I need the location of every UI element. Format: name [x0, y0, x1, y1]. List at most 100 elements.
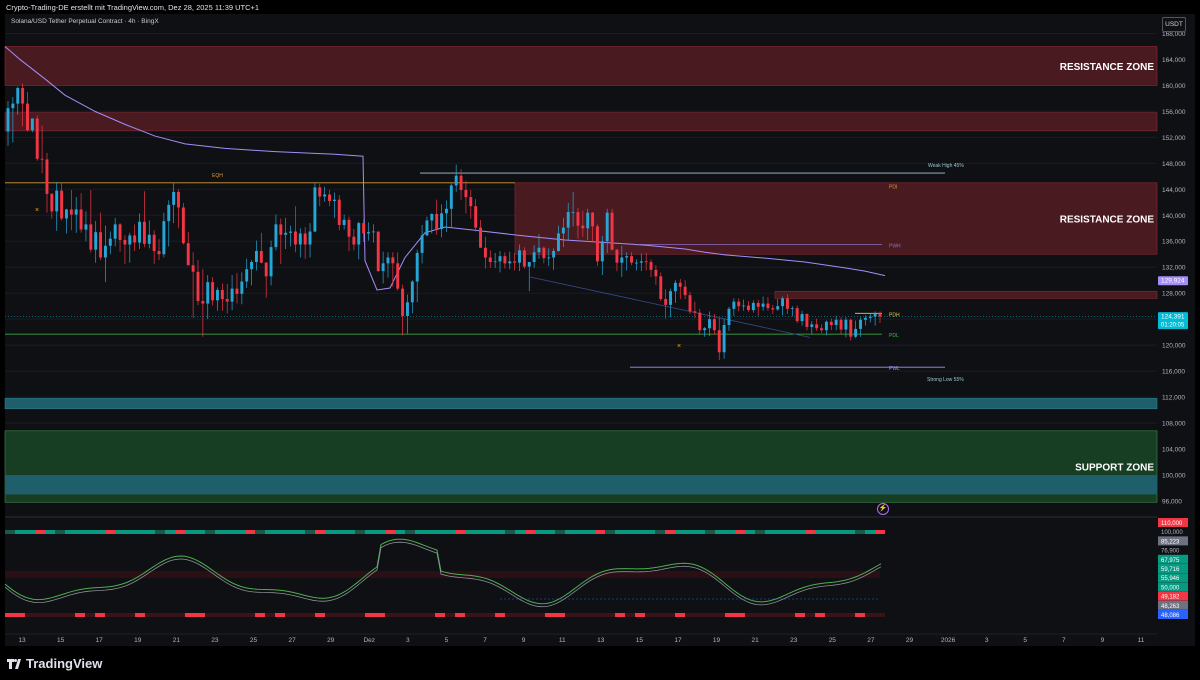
candle-body: [269, 247, 273, 277]
candle-body: [449, 185, 453, 209]
candle-body: [591, 212, 595, 227]
y-tick-label: 164,000: [1162, 57, 1186, 64]
candle-body: [615, 249, 619, 263]
heat-strip-bottom: [145, 613, 155, 617]
x-tick-label: 27: [867, 637, 875, 644]
heat-strip-top: [735, 530, 745, 534]
candle-body: [435, 213, 439, 229]
candle-body: [810, 324, 814, 327]
heat-strip-bottom: [725, 613, 735, 617]
candle-body: [469, 197, 473, 207]
level-label: EQH: [212, 173, 223, 179]
candle-body: [152, 234, 156, 251]
heat-strip-top: [845, 530, 855, 534]
candle-body: [644, 261, 648, 263]
heat-strip-bottom: [105, 613, 115, 617]
heat-strip-top: [795, 530, 805, 534]
candle-body: [318, 187, 322, 197]
candle-body: [157, 250, 161, 255]
candle-body: [396, 263, 400, 289]
heat-strip-top: [355, 530, 365, 534]
candle-body: [873, 313, 877, 317]
candle-body: [410, 281, 414, 303]
candle-body: [800, 313, 804, 322]
heat-strip-top: [575, 530, 585, 534]
candle-body: [99, 232, 103, 258]
candle-body: [547, 257, 551, 259]
heat-strip-bottom: [485, 613, 495, 617]
level-label: Weak High 45%: [928, 163, 964, 169]
heat-strip-bottom: [595, 613, 605, 617]
y-tick-label: 156,000: [1162, 109, 1186, 116]
heat-strip-bottom: [825, 613, 835, 617]
candle-body: [308, 231, 312, 245]
heat-strip-bottom: [655, 613, 665, 617]
heat-strip-top: [275, 530, 285, 534]
heat-strip-top: [55, 530, 65, 534]
heat-strip-top: [535, 530, 545, 534]
candle-body: [527, 262, 531, 267]
candle-body: [712, 319, 716, 331]
heat-strip-bottom: [475, 613, 485, 617]
heat-strip-bottom: [85, 613, 95, 617]
candle-body: [328, 194, 331, 201]
heat-strip-top: [785, 530, 795, 534]
heat-strip-top: [155, 530, 165, 534]
heat-strip-bottom: [365, 613, 375, 617]
x-tick-label: 27: [288, 637, 296, 644]
candle-body: [21, 88, 25, 104]
candle-body: [513, 261, 517, 263]
heat-strip-bottom: [395, 613, 405, 617]
heat-strip-top: [465, 530, 475, 534]
candle-body: [727, 308, 731, 326]
x-tick-label: 13: [597, 637, 605, 644]
osc-tick-label: 59,716: [1161, 567, 1180, 573]
candle-body: [678, 282, 682, 287]
candle-body: [781, 298, 785, 307]
heat-strip-bottom: [805, 613, 815, 617]
heat-strip-bottom: [95, 613, 105, 617]
heat-strip-top: [145, 530, 155, 534]
heat-strip-bottom: [605, 613, 615, 617]
heat-strip-top: [835, 530, 845, 534]
candle-body: [172, 191, 176, 205]
heat-strip-top: [345, 530, 355, 534]
heat-strip-bottom: [375, 613, 385, 617]
x-axis: 13 15 17 19 21 23 25 27 29 Dez 3 5 7 9 11 13 15 17 19 21 23 2…: [5, 633, 1157, 644]
level-label: PDL: [889, 333, 899, 339]
candle-body: [211, 282, 215, 301]
heat-strip-top: [135, 530, 145, 534]
x-tick-label: 21: [173, 637, 181, 644]
tradingview-icon: [7, 658, 21, 669]
candle-body: [698, 312, 702, 331]
heat-strip-bottom: [705, 613, 715, 617]
candle-body: [683, 286, 687, 296]
candle-body: [498, 256, 502, 262]
heat-strip-top: [455, 530, 465, 534]
heat-strip-top: [865, 530, 875, 534]
heat-strip-bottom: [255, 613, 265, 617]
candle-body: [488, 257, 492, 263]
lightning-icon[interactable]: ⚡: [877, 503, 889, 515]
candle-body: [732, 301, 736, 309]
heat-strip-top: [115, 530, 125, 534]
candle-body: [94, 232, 98, 250]
candle-body: [771, 308, 775, 310]
brand-name: TradingView: [26, 656, 103, 671]
heat-strip-bottom: [315, 613, 325, 617]
heat-strip-top: [265, 530, 275, 534]
candle-body: [89, 224, 93, 250]
heat-strip-bottom: [205, 613, 215, 617]
heat-strip-top: [165, 530, 175, 534]
x-tick-label: Dez: [363, 637, 375, 644]
heat-strip-top: [235, 530, 245, 534]
heat-strip-top: [545, 530, 555, 534]
candle-body: [177, 191, 180, 208]
currency-button[interactable]: USDT: [1162, 17, 1186, 32]
candle-body: [259, 250, 263, 263]
heat-strip-top: [525, 530, 535, 534]
candle-body: [508, 261, 512, 264]
heat-strip-bottom: [185, 613, 195, 617]
heat-strip-top: [565, 530, 575, 534]
